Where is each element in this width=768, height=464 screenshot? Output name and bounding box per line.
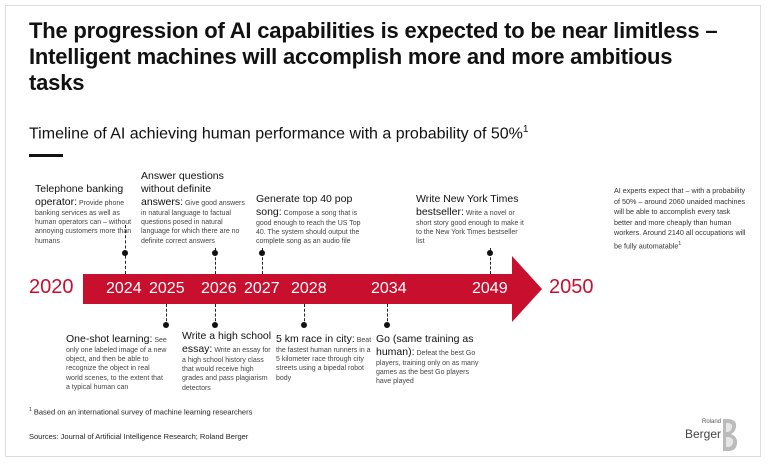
side-note-text: AI experts expect that – with a probabil…: [614, 186, 746, 250]
connector-2027: [262, 248, 263, 274]
slide-title: The progression of AI capabilities is ex…: [29, 18, 718, 95]
title-rule: [29, 154, 63, 157]
event-go: Go (same training as human): Defeat the …: [376, 333, 482, 387]
logo-b-icon: [723, 419, 738, 451]
year-2025: 2025: [149, 280, 185, 297]
event-body: Defeat the best Go players, training onl…: [376, 350, 479, 386]
marker-2027: [259, 250, 265, 256]
subtitle-text: Timeline of AI achieving human performan…: [29, 125, 523, 143]
footnote-text: Based on an international survey of mach…: [33, 407, 253, 417]
event-heading: Go (same training as human):: [376, 333, 474, 358]
event-body: Provide phone banking services as well a…: [35, 200, 132, 245]
event-heading: One-shot learning:: [66, 333, 153, 345]
side-note-footnote-mark: 1: [678, 240, 682, 247]
marker-2049: [487, 250, 493, 256]
side-note: AI experts expect that – with a probabil…: [614, 186, 746, 251]
marker-2026-bottom: [212, 322, 218, 328]
connector-2049: [490, 248, 491, 274]
event-heading: Generate top 40 pop song:: [256, 193, 353, 218]
year-2034: 2034: [371, 280, 407, 297]
connector-2024: [125, 225, 126, 274]
event-pop-song: Generate top 40 pop song: Compose a song…: [256, 193, 368, 247]
year-2027: 2027: [244, 280, 280, 297]
year-2024: 2024: [106, 280, 142, 297]
event-high-school-essay: Write a high school essay: Write an essa…: [182, 330, 274, 393]
marker-2028: [301, 322, 307, 328]
event-telephone-banking: Telephone banking operator: Provide phon…: [35, 183, 135, 246]
logo-text-berger: Berger: [684, 427, 721, 441]
event-heading: Telephone banking operator:: [35, 183, 124, 208]
marker-2034: [384, 322, 390, 328]
connector-2026-bottom: [215, 304, 216, 326]
event-heading: Answer questions without definite answer…: [141, 170, 224, 208]
sources: Sources: Journal of Artificial Intellige…: [29, 432, 249, 441]
year-2049: 2049: [472, 280, 508, 297]
slide-subtitle: Timeline of AI achieving human performan…: [29, 120, 528, 144]
year-end: 2050: [549, 276, 594, 298]
connector-2028: [304, 304, 305, 326]
connector-2026-top: [215, 248, 216, 274]
marker-2025: [163, 322, 169, 328]
event-body: Beat the fastest human runners in a 5 ki…: [276, 337, 372, 382]
event-body: Compose a song that is good enough to re…: [256, 210, 361, 246]
event-answer-questions: Answer questions without definite answer…: [141, 170, 249, 246]
connector-2025: [166, 304, 167, 326]
footnote: 1 Based on an international survey of ma…: [29, 407, 252, 417]
event-heading: 5 km race in city:: [276, 333, 355, 345]
year-2026: 2026: [201, 280, 237, 297]
event-5km-race: 5 km race in city: Beat the fastest huma…: [276, 333, 376, 383]
year-2028: 2028: [291, 280, 327, 297]
event-heading: Write a high school essay:: [182, 330, 272, 355]
slide-frame: [5, 5, 761, 457]
footnote-mark: 1: [29, 407, 32, 413]
connector-2034: [387, 304, 388, 326]
marker-2024: [122, 250, 128, 256]
event-body: Write a novel or short story good enough…: [416, 210, 524, 246]
event-body: Write an essay for a high school history…: [182, 347, 271, 392]
event-one-shot-learning: One-shot learning: See only one labeled …: [66, 333, 168, 392]
event-body: See only one labeled image of a new obje…: [66, 337, 167, 391]
logo-text-roland: Roland: [701, 419, 721, 425]
event-body: Give good answers in natural language to…: [141, 200, 245, 245]
marker-2026-top: [212, 250, 218, 256]
roland-berger-logo: Roland Berger: [683, 418, 739, 454]
event-heading: Write New York Times bestseller:: [416, 193, 519, 218]
timeline-arrow-shape: [83, 256, 542, 322]
subtitle-footnote-mark: 1: [522, 124, 529, 135]
event-nyt-bestseller: Write New York Times bestseller: Write a…: [416, 193, 528, 247]
year-start: 2020: [29, 276, 74, 298]
